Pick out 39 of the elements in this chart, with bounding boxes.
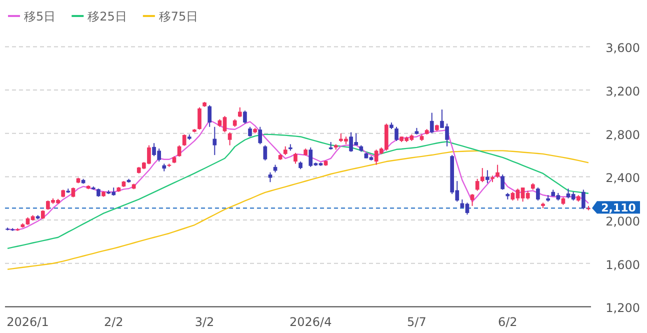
y-tick-label: 2,000 — [606, 214, 640, 229]
x-tick-label: 2/2 — [104, 315, 124, 329]
candlestick — [496, 164, 500, 178]
candlestick — [486, 170, 490, 184]
candlestick — [212, 126, 217, 156]
x-tick-label: 2026/1 — [6, 315, 49, 329]
legend-label: 移25日 — [88, 10, 127, 24]
candlestick — [238, 106, 242, 118]
candlestick — [258, 126, 262, 145]
candlestick — [294, 152, 298, 164]
candlestick — [243, 110, 247, 124]
candlestick — [430, 112, 434, 134]
y-tick-label: 2,400 — [606, 171, 640, 186]
legend-label: 移5日 — [24, 10, 56, 24]
candlestick — [198, 106, 202, 130]
x-tick-label: 2026/4 — [290, 315, 332, 329]
candlestick — [470, 194, 474, 206]
candlestick — [208, 104, 212, 128]
ref-line-label: 2,110 — [601, 202, 636, 215]
candlestick — [248, 126, 252, 138]
y-tick-label: 2,800 — [606, 128, 640, 142]
candlestick — [228, 132, 232, 146]
x-tick-label: 5/7 — [407, 315, 426, 329]
legend-label: 移75日 — [158, 10, 198, 24]
y-tick-label: 1,600 — [606, 258, 640, 272]
candlestick — [500, 174, 505, 190]
candlestick — [536, 187, 540, 202]
y-tick-label: 3,200 — [606, 84, 640, 99]
candlestick — [582, 189, 586, 210]
candlestick — [480, 168, 484, 183]
x-tick-label: 3/2 — [194, 315, 214, 329]
candlestick — [268, 172, 272, 183]
y-tick-label: 3,600 — [606, 41, 640, 56]
x-tick-label: 6/2 — [498, 315, 518, 329]
candlestick — [263, 144, 268, 161]
candlestick — [182, 134, 186, 146]
candlestick — [475, 178, 480, 192]
candlestick — [394, 126, 398, 142]
y-tick-label: 1,200 — [606, 301, 640, 316]
